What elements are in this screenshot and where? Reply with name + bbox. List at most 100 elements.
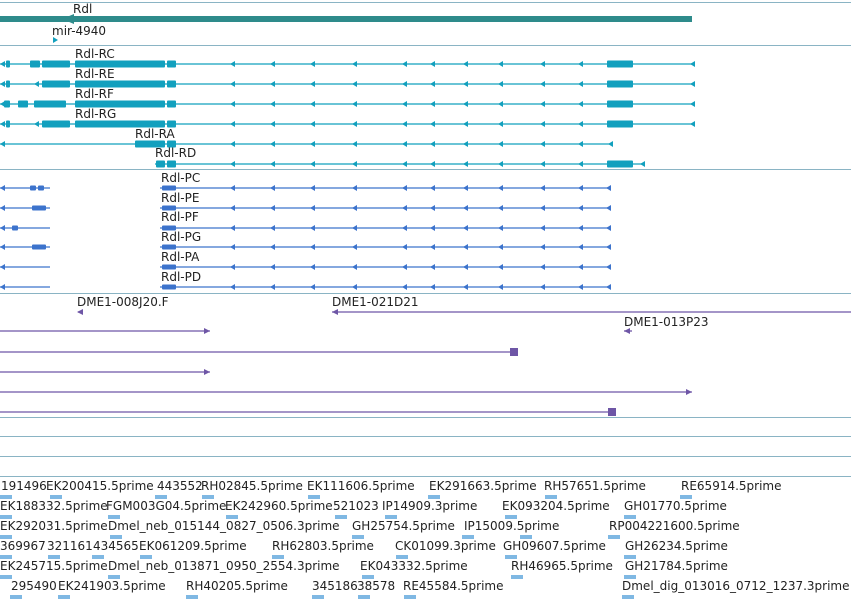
est-marker[interactable] [404,595,416,599]
protein-exon[interactable] [32,244,46,250]
est-marker[interactable] [0,555,12,559]
transcript-exon[interactable] [6,60,10,68]
est-label[interactable]: RH62803.5prime [272,539,374,553]
est-label[interactable]: GH26234.5prime [625,539,728,553]
est-marker[interactable] [226,515,238,519]
est-label[interactable]: 443552 [157,479,203,493]
est-marker[interactable] [428,495,440,499]
est-label[interactable]: FGM003G04.5prime [106,499,226,513]
clone-feature[interactable] [0,389,692,395]
transcript-feature[interactable] [0,60,695,68]
transcript-exon[interactable] [167,140,176,148]
est-label[interactable]: EK241903.5prime [58,579,166,593]
est-label[interactable]: EK093204.5prime [502,499,610,513]
est-marker[interactable] [48,555,60,559]
est-label[interactable]: EK245715.5prime [0,559,108,573]
transcript-feature[interactable] [0,120,695,128]
clone-feature[interactable] [0,408,616,416]
est-label[interactable]: Dmel_neb_015144_0827_0506.3prime [108,519,340,533]
est-marker[interactable] [385,515,397,519]
transcript-exon[interactable] [135,140,165,148]
est-marker[interactable] [608,535,620,539]
est-marker[interactable] [92,555,104,559]
est-marker[interactable] [545,495,557,499]
protein-exon[interactable] [162,244,176,250]
protein-feature[interactable] [0,284,611,290]
est-label[interactable]: IP15009.5prime [464,519,559,533]
est-marker[interactable] [352,535,364,539]
est-marker[interactable] [0,535,12,539]
transcript-exon[interactable] [75,60,165,68]
est-marker[interactable] [520,535,532,539]
est-label[interactable]: IP14909.3prime [382,499,477,513]
est-marker[interactable] [0,575,12,579]
transcript-exon[interactable] [75,120,165,128]
clone-feature[interactable] [0,328,210,334]
est-marker[interactable] [110,535,122,539]
est-marker[interactable] [140,555,152,559]
est-marker[interactable] [202,495,214,499]
est-marker[interactable] [186,595,198,599]
est-marker[interactable] [362,575,374,579]
transcript-exon[interactable] [6,120,10,128]
transcript-exon[interactable] [42,80,70,88]
est-marker[interactable] [624,515,636,519]
est-label[interactable]: 434565 [93,539,139,553]
transcript-exon[interactable] [42,60,70,68]
transcript-feature[interactable] [0,140,613,148]
protein-exon[interactable] [162,205,176,211]
est-marker[interactable] [0,495,12,499]
protein-feature[interactable] [0,205,611,211]
est-label[interactable]: EK061209.5prime [139,539,247,553]
est-label[interactable]: EK291663.5prime [429,479,537,493]
est-marker[interactable] [0,515,12,519]
transcript-feature[interactable] [155,160,645,168]
transcript-exon[interactable] [607,120,633,128]
protein-feature[interactable] [0,185,611,191]
transcript-exon[interactable] [6,80,10,88]
est-label[interactable]: GH09607.5prime [503,539,606,553]
clone-feature[interactable] [0,369,210,375]
est-label[interactable]: 345186 [312,579,358,593]
est-marker[interactable] [155,495,167,499]
est-marker[interactable] [312,595,324,599]
transcript-exon[interactable] [167,160,176,168]
transcript-exon[interactable] [167,80,176,88]
est-label[interactable]: 321161 [47,539,93,553]
est-label[interactable]: EK242960.5prime [225,499,333,513]
transcript-feature[interactable] [0,80,695,88]
est-marker[interactable] [108,515,120,519]
transcript-feature[interactable] [0,100,695,108]
est-marker[interactable] [505,555,517,559]
est-label[interactable]: 191496 [1,479,47,493]
est-label[interactable]: RE45584.5prime [403,579,504,593]
est-marker[interactable] [272,555,284,559]
transcript-exon[interactable] [18,100,28,108]
gene-feature-rdl[interactable] [0,16,692,22]
est-marker[interactable] [462,535,474,539]
transcript-exon[interactable] [167,120,176,128]
est-label[interactable]: EK043332.5prime [360,559,468,573]
est-label[interactable]: Dmel_dig_013016_0712_1237.3prime [622,579,850,593]
transcript-exon[interactable] [75,100,165,108]
transcript-exon[interactable] [167,60,176,68]
est-label[interactable]: 521023 [333,499,379,513]
clone-feature[interactable] [624,328,632,334]
est-label[interactable]: RE65914.5prime [681,479,782,493]
protein-exon[interactable] [32,205,46,211]
est-marker[interactable] [50,495,62,499]
protein-exon[interactable] [12,225,18,231]
est-label[interactable]: EK292031.5prime [0,519,108,533]
est-marker[interactable] [511,575,523,579]
est-label[interactable]: GH25754.5prime [352,519,455,533]
transcript-exon[interactable] [607,100,633,108]
est-label[interactable]: GH21784.5prime [625,559,728,573]
transcript-exon[interactable] [607,80,633,88]
est-marker[interactable] [624,575,636,579]
clone-feature[interactable] [0,348,518,356]
est-marker[interactable] [10,595,22,599]
est-label[interactable]: 369967 [0,539,46,553]
transcript-exon[interactable] [607,160,633,168]
protein-exon[interactable] [162,264,176,270]
protein-exon[interactable] [30,185,36,191]
